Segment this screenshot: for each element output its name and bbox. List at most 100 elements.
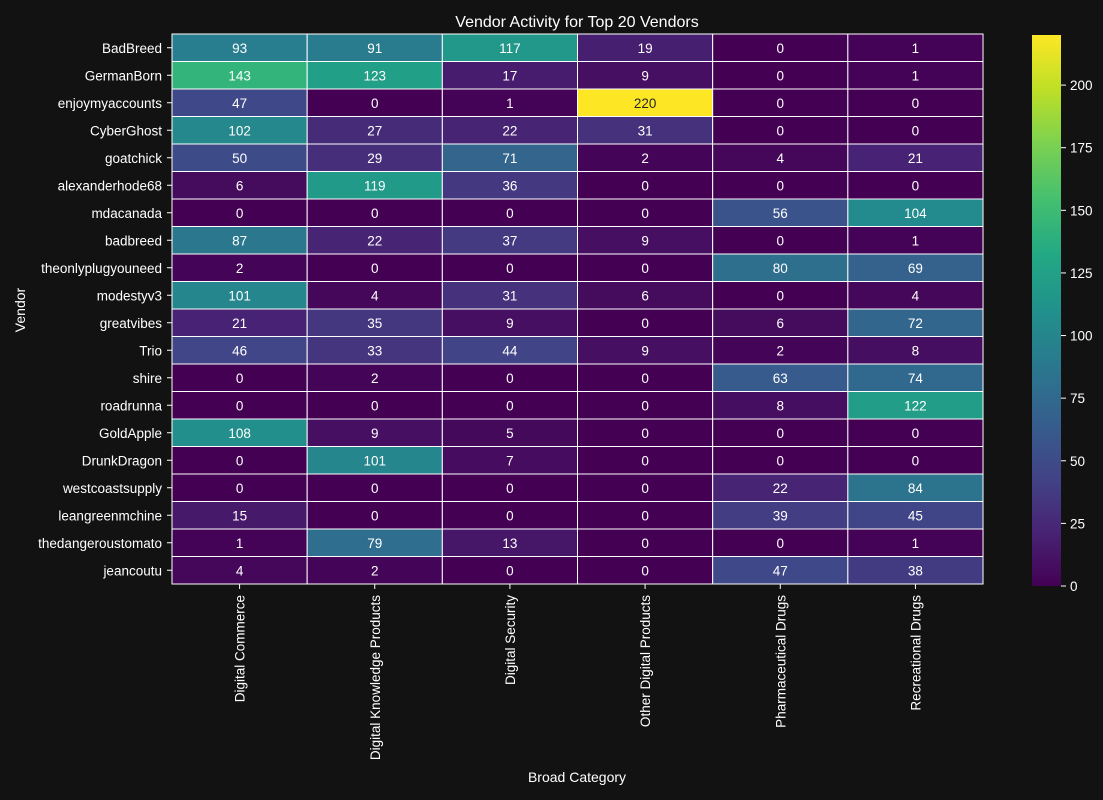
heatmap-cell [577,473,714,502]
vendor-label: greatvibes [100,316,163,331]
heatmap-cell [577,88,714,117]
heatmap-cell [847,473,984,502]
heatmap-cell [847,391,984,420]
vendor-label: jeancoutu [102,563,162,578]
heatmap-cell [171,336,308,365]
cell-value-label: 4 [236,563,244,578]
heatmap-cell [306,556,443,585]
cell-value-label: 0 [912,123,920,138]
cell-value-label: 117 [499,41,521,56]
cell-value-label: 0 [777,178,785,193]
heatmap-cell [306,528,443,557]
cell-value-label: 0 [912,178,920,193]
cell-value-label: 1 [912,68,920,83]
vendor-label: alexanderhode68 [58,178,162,193]
cell-value-label: 143 [228,68,251,83]
heatmap-cell [847,226,984,255]
vendor-label: GoldApple [99,426,162,441]
cell-value-label: 0 [777,123,785,138]
cell-value-label: 80 [773,261,788,276]
cell-value-label: 38 [908,563,923,578]
vendor-label: BadBreed [102,41,162,56]
cell-value-label: 0 [777,68,785,83]
cell-value-label: 8 [777,398,785,413]
heatmap-cell [847,143,984,172]
cell-value-label: 4 [912,288,920,303]
cell-value-label: 22 [773,481,788,496]
cell-value-label: 0 [641,453,649,468]
cell-value-label: 0 [777,453,785,468]
colorbar-tick-label: 200 [1070,78,1093,93]
cell-value-label: 104 [904,206,927,221]
heatmap-cell [577,226,714,255]
cell-value-label: 0 [506,398,514,413]
heatmap-cell [441,418,579,447]
heatmap-cell [847,528,984,557]
category-tick-labels: Digital Commerce Digital Knowledge Produc… [233,584,923,760]
cell-value-label: 22 [367,233,382,248]
heatmap-cell [577,391,714,420]
cell-value-label: 1 [506,96,514,111]
heatmap-cell [847,363,984,392]
cell-value-label: 29 [367,151,382,166]
heatmap-cell [171,198,308,227]
heatmap-cell [712,556,849,585]
heatmap-cell [712,391,849,420]
heatmap-cell [306,116,443,145]
cell-value-label: 0 [236,398,244,413]
vendor-label: modestyv3 [97,288,162,303]
heatmap-cell [171,556,308,585]
heatmap-cell [171,281,308,310]
cell-value-label: 9 [371,426,379,441]
vendor-label: Trio [139,343,162,358]
cell-value-label: 79 [367,536,382,551]
cell-value-label: 50 [232,151,247,166]
heatmap-cell [712,116,849,145]
heatmap-cell [847,336,984,365]
cell-value-label: 22 [502,123,517,138]
cell-value-label: 21 [232,316,247,331]
cell-value-label: 0 [506,371,514,386]
heatmap-cell [847,446,984,475]
cell-value-label: 0 [371,398,379,413]
heatmap-cell [577,418,714,447]
cell-value-label: 9 [641,68,649,83]
heatmap-cell [577,61,714,90]
heatmap-cell [306,363,443,392]
heatmap-cell [847,171,984,200]
heatmap-cell [847,501,984,530]
cell-value-label: 91 [367,41,382,56]
chart-title: Vendor Activity for Top 20 Vendors [455,14,698,31]
cell-value-label: 9 [506,316,514,331]
heatmap-cell [577,363,714,392]
vendor-label: CyberGhost [90,123,162,138]
heatmap-cell [712,418,849,447]
heatmap-cell [171,33,308,62]
heatmap-cell [847,116,984,145]
x-axis-label: Broad Category [528,769,626,785]
cell-value-label: 0 [912,96,920,111]
cell-value-label: 2 [777,343,785,358]
vendor-label: goatchick [105,151,162,166]
cell-value-label: 35 [367,316,382,331]
cell-value-label: 101 [363,453,386,468]
heatmap-cell [306,61,443,90]
heatmap-cell [712,446,849,475]
cell-value-label: 0 [641,371,649,386]
heatmap-cell [712,143,849,172]
heatmap-cell [171,226,308,255]
heatmap-cell [441,143,579,172]
cell-value-label: 0 [777,536,785,551]
cell-value-label: 19 [638,41,653,56]
heatmap-cell [441,391,579,420]
cell-value-label: 9 [641,233,649,248]
cell-value-label: 0 [506,563,514,578]
cell-value-label: 108 [228,426,251,441]
cell-value-label: 220 [634,96,657,111]
heatmap-cell [712,253,849,282]
cell-value-label: 6 [236,178,244,193]
cell-value-label: 5 [506,426,514,441]
heatmap-cell [171,171,308,200]
heatmap-cell [577,336,714,365]
cell-value-label: 69 [908,261,923,276]
